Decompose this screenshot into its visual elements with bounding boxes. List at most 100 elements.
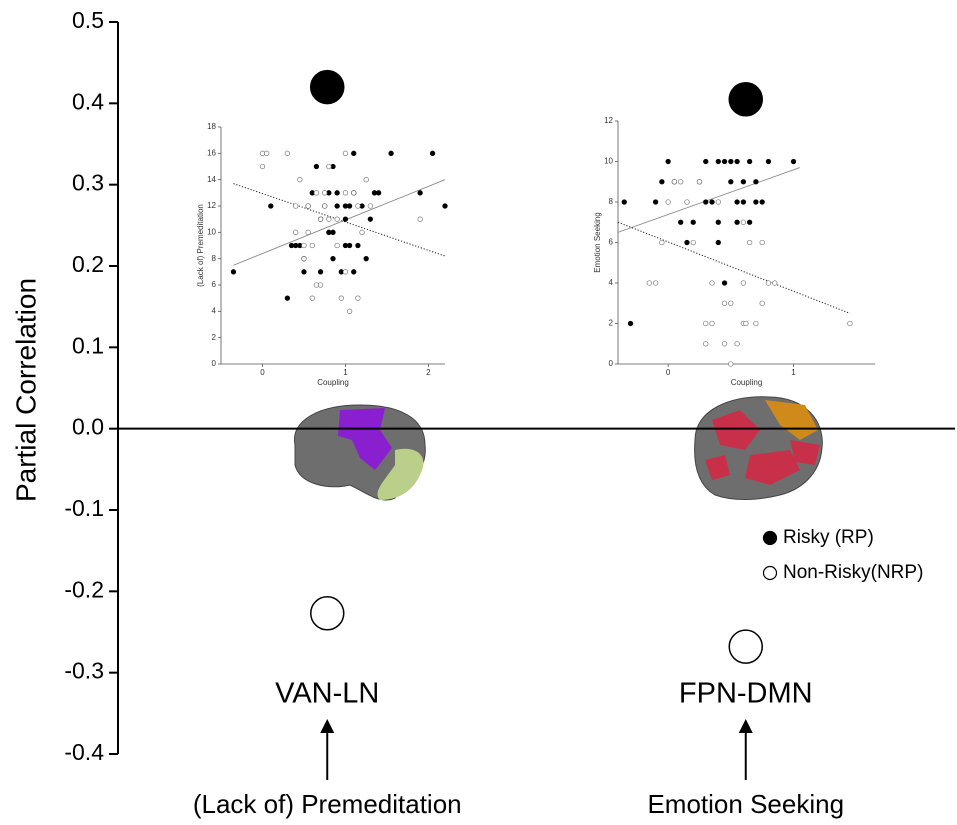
point (351, 190, 357, 196)
dot (728, 82, 763, 117)
point (790, 158, 797, 165)
point (690, 219, 696, 225)
y-tick-label: 0.1 (72, 332, 104, 358)
point (293, 203, 299, 209)
point (703, 199, 709, 205)
point (759, 239, 765, 246)
point (375, 190, 382, 196)
point (326, 216, 332, 222)
fit-line (233, 179, 446, 266)
point (721, 158, 728, 165)
point (330, 256, 336, 262)
y-tick-label: 0.0 (72, 414, 104, 440)
point (721, 341, 728, 347)
point (715, 199, 721, 205)
point (734, 199, 740, 205)
point (678, 179, 684, 185)
point (317, 282, 324, 288)
point (753, 320, 759, 327)
point (684, 239, 690, 246)
point (715, 158, 721, 165)
x-axis-label: Coupling (731, 378, 763, 387)
y-tick-label: 18 (207, 122, 216, 131)
point (367, 216, 373, 222)
point (728, 361, 734, 367)
point (765, 158, 772, 165)
point (322, 190, 328, 196)
point (301, 242, 307, 249)
x-tick-label: 0 (666, 368, 671, 377)
point (703, 341, 709, 347)
point (703, 320, 709, 327)
y-tick-label: 0.3 (72, 170, 104, 196)
y-tick-label: 0 (609, 359, 614, 368)
point (703, 158, 709, 165)
point (293, 229, 299, 235)
point (305, 203, 311, 209)
y-tick-label: -0.3 (64, 658, 104, 684)
point (301, 269, 307, 275)
y-tick-label: 0 (212, 359, 217, 368)
point (359, 229, 365, 235)
point (709, 320, 715, 327)
y-tick-label: 2 (212, 333, 217, 342)
point (351, 150, 357, 156)
category-description: (Lack of) Premeditation (193, 789, 462, 819)
y-tick-label: 0.4 (72, 88, 104, 114)
y-axis-label: Emotion Seeking (593, 212, 602, 272)
point (746, 219, 753, 225)
point (709, 199, 715, 205)
y-tick-label: 4 (609, 278, 614, 287)
point (342, 216, 349, 222)
y-axis-label: (Lack of) Premeditation (196, 204, 205, 287)
point (728, 179, 734, 185)
y-axis-label: Partial Correlation (10, 278, 41, 502)
point (734, 341, 740, 347)
dot (310, 596, 345, 631)
point (734, 158, 740, 165)
point (753, 179, 759, 185)
point (317, 216, 324, 222)
point (696, 179, 703, 185)
point (309, 295, 315, 301)
point (728, 300, 734, 306)
point (627, 320, 634, 327)
point (442, 203, 448, 209)
point (330, 229, 336, 235)
y-tick-label: -0.2 (64, 576, 104, 602)
point (342, 269, 349, 275)
point (284, 150, 291, 156)
point (230, 269, 237, 275)
brain-right (694, 396, 823, 501)
point (740, 199, 747, 205)
y-tick-label: 2 (609, 319, 614, 328)
point (259, 163, 266, 170)
point (342, 150, 349, 156)
point (322, 203, 328, 209)
dot (310, 69, 345, 105)
legend-label: Risky (RP) (783, 527, 874, 548)
point (342, 190, 349, 196)
point (759, 300, 765, 306)
dot (728, 629, 763, 664)
point (665, 158, 671, 165)
point (334, 190, 340, 196)
point (740, 179, 747, 185)
y-tick-label: 0.5 (72, 7, 104, 33)
y-tick-label: 12 (207, 201, 216, 210)
point (746, 239, 753, 246)
x-tick-label: 0 (260, 368, 265, 377)
point (363, 177, 369, 183)
category-label: VAN-LN (275, 678, 379, 710)
point (309, 242, 315, 249)
point (621, 199, 627, 205)
point (334, 242, 340, 249)
point (652, 280, 659, 286)
legend-label: Non-Risky(NRP) (783, 562, 923, 583)
point (388, 150, 394, 156)
point (429, 150, 436, 156)
y-tick-label: 12 (604, 116, 613, 125)
point (417, 216, 423, 222)
point (728, 158, 734, 165)
